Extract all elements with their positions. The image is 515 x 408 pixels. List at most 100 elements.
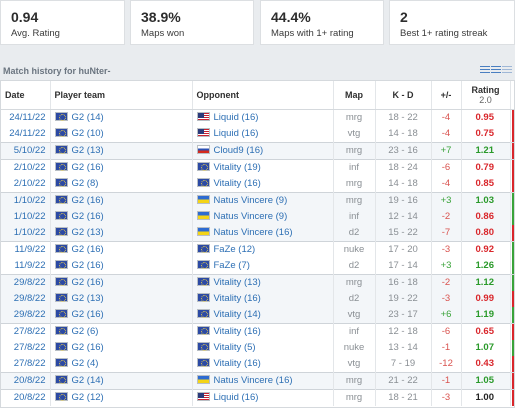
row-date[interactable]: 1/10/22 [1, 224, 51, 242]
table-row[interactable]: 5/10/22 G2 (13) Cloud9 (16) mrg 23 - 16 +7 1.2… [1, 141, 514, 159]
row-opponent[interactable]: Natus Vincere (9) [192, 191, 334, 209]
row-opponent-name[interactable]: Natus Vincere (16) [213, 226, 293, 238]
row-date[interactable]: 29/8/22 [1, 290, 51, 308]
row-opponent[interactable]: Vitality (13) [192, 273, 334, 291]
row-opponent-name[interactable]: Vitality (16) [213, 326, 261, 338]
col-plus-minus[interactable]: +/- [431, 81, 462, 110]
row-date[interactable]: 1/10/22 [1, 208, 51, 225]
table-row[interactable]: 27/8/22 G2 (4) Vitality (16) vtg 7 - 19 -12 0.… [1, 356, 514, 373]
row-team-name[interactable]: G2 (16) [71, 194, 104, 206]
row-date[interactable]: 29/8/22 [1, 273, 51, 291]
row-opponent-name[interactable]: FaZe (12) [213, 243, 256, 255]
row-player-team[interactable]: G2 (13) [50, 141, 193, 159]
row-opponent-name[interactable]: Vitality (16) [213, 177, 261, 189]
table-row[interactable]: 11/9/22 G2 (16) FaZe (7) d2 17 - 14 +3 1.26 [1, 257, 514, 275]
row-team-name[interactable]: G2 (16) [71, 243, 104, 255]
table-row[interactable]: 29/8/22 G2 (16) Vitality (13) mrg 16 - 18 -2 1… [1, 273, 514, 291]
list-view-icon[interactable] [480, 65, 490, 74]
row-date[interactable]: 2/10/22 [1, 158, 51, 176]
row-opponent[interactable]: Natus Vincere (16) [192, 372, 334, 390]
table-row[interactable]: 1/10/22 G2 (16) Natus Vincere (9) mrg 19 - 1… [1, 191, 514, 209]
table-row[interactable]: 27/8/22 G2 (16) Vitality (5) nuke 13 - 14 -1 1… [1, 340, 514, 357]
row-opponent-name[interactable]: Natus Vincere (9) [213, 194, 288, 206]
row-date[interactable]: 1/10/22 [1, 191, 51, 209]
row-date[interactable]: 20/8/22 [1, 372, 51, 390]
table-row[interactable]: 1/10/22 G2 (16) Natus Vincere (9) inf 12 - 1… [1, 208, 514, 225]
row-opponent-name[interactable]: Liquid (16) [213, 111, 259, 123]
row-opponent[interactable]: Cloud9 (16) [192, 141, 334, 159]
row-opponent[interactable]: Vitality (19) [192, 158, 334, 176]
row-opponent-name[interactable]: Liquid (16) [213, 392, 259, 404]
row-opponent[interactable]: Vitality (5) [192, 340, 334, 357]
row-opponent-name[interactable]: Vitality (13) [213, 276, 261, 288]
row-opponent[interactable]: FaZe (12) [192, 240, 334, 258]
row-opponent[interactable]: Vitality (16) [192, 323, 334, 341]
row-opponent-name[interactable]: Vitality (19) [213, 161, 261, 173]
table-row[interactable]: 2/10/22 G2 (8) Vitality (16) mrg 14 - 18 -4 0.… [1, 175, 514, 192]
row-player-team[interactable]: G2 (16) [50, 208, 193, 225]
row-team-name[interactable]: G2 (6) [71, 326, 99, 338]
row-team-name[interactable]: G2 (8) [71, 177, 99, 189]
row-team-name[interactable]: G2 (14) [71, 111, 104, 123]
row-date[interactable]: 11/9/22 [1, 257, 51, 275]
grid-view-icon[interactable] [502, 65, 512, 74]
table-row[interactable]: 11/9/22 G2 (16) FaZe (12) nuke 17 - 20 -3 0.92 [1, 240, 514, 258]
row-player-team[interactable]: G2 (14) [50, 372, 193, 390]
row-opponent-name[interactable]: Natus Vincere (9) [213, 210, 288, 222]
table-row[interactable]: 29/8/22 G2 (16) Vitality (14) vtg 23 - 17 +6 1… [1, 307, 514, 324]
table-row[interactable]: 20/8/22 G2 (12) Liquid (16) mrg 18 - 21 -3 1.0… [1, 389, 514, 407]
col-player-team[interactable]: Player team [50, 81, 193, 110]
row-team-name[interactable]: G2 (16) [71, 342, 104, 354]
row-player-team[interactable]: G2 (16) [50, 257, 193, 275]
col-kd[interactable]: K - D [375, 81, 432, 110]
row-opponent-name[interactable]: Vitality (14) [213, 309, 261, 321]
table-row[interactable]: 1/10/22 G2 (13) Natus Vincere (16) d2 15 - 2… [1, 224, 514, 242]
table-row[interactable]: 20/8/22 G2 (14) Natus Vincere (16) mrg 21 - … [1, 372, 514, 390]
row-opponent[interactable]: Liquid (16) [192, 389, 334, 407]
row-opponent-name[interactable]: Vitality (16) [213, 292, 261, 304]
row-date[interactable]: 20/8/22 [1, 389, 51, 407]
row-opponent[interactable]: Vitality (16) [192, 175, 334, 192]
row-opponent-name[interactable]: Liquid (16) [213, 127, 259, 139]
row-date[interactable]: 27/8/22 [1, 356, 51, 373]
row-player-team[interactable]: G2 (16) [50, 307, 193, 324]
table-row[interactable]: 27/8/22 G2 (6) Vitality (16) inf 12 - 18 -6 0.… [1, 323, 514, 341]
row-team-name[interactable]: G2 (12) [71, 392, 104, 404]
table-row[interactable]: 2/10/22 G2 (16) Vitality (19) inf 18 - 24 -6 0… [1, 158, 514, 176]
row-date[interactable]: 11/9/22 [1, 240, 51, 258]
row-team-name[interactable]: G2 (13) [71, 144, 104, 156]
row-player-team[interactable]: G2 (16) [50, 191, 193, 209]
row-team-name[interactable]: G2 (4) [71, 358, 99, 370]
row-date[interactable]: 5/10/22 [1, 141, 51, 159]
row-opponent[interactable]: Vitality (16) [192, 290, 334, 308]
row-player-team[interactable]: G2 (16) [50, 273, 193, 291]
row-opponent[interactable]: Vitality (14) [192, 307, 334, 324]
row-player-team[interactable]: G2 (14) [50, 109, 193, 126]
row-opponent[interactable]: Liquid (16) [192, 125, 334, 142]
row-player-team[interactable]: G2 (16) [50, 340, 193, 357]
col-rating[interactable]: Rating 2.0 [461, 81, 511, 110]
row-player-team[interactable]: G2 (4) [50, 356, 193, 373]
row-team-name[interactable]: G2 (16) [71, 259, 104, 271]
row-date[interactable]: 27/8/22 [1, 340, 51, 357]
row-player-team[interactable]: G2 (13) [50, 224, 193, 242]
row-opponent-name[interactable]: FaZe (7) [213, 259, 250, 271]
row-player-team[interactable]: G2 (10) [50, 125, 193, 142]
row-team-name[interactable]: G2 (13) [71, 292, 104, 304]
row-date[interactable]: 2/10/22 [1, 175, 51, 192]
row-team-name[interactable]: G2 (16) [71, 309, 104, 321]
table-row[interactable]: 24/11/22 G2 (14) Liquid (16) mrg 18 - 22 -4 0.… [1, 109, 514, 126]
row-opponent-name[interactable]: Cloud9 (16) [213, 144, 264, 156]
row-opponent-name[interactable]: Vitality (5) [213, 342, 256, 354]
row-opponent[interactable]: Natus Vincere (9) [192, 208, 334, 225]
row-opponent-name[interactable]: Vitality (16) [213, 358, 261, 370]
row-player-team[interactable]: G2 (16) [50, 240, 193, 258]
row-player-team[interactable]: G2 (6) [50, 323, 193, 341]
row-player-team[interactable]: G2 (13) [50, 290, 193, 308]
row-player-team[interactable]: G2 (16) [50, 158, 193, 176]
row-team-name[interactable]: G2 (16) [71, 210, 104, 222]
row-team-name[interactable]: G2 (16) [71, 161, 104, 173]
row-team-name[interactable]: G2 (10) [71, 127, 104, 139]
row-team-name[interactable]: G2 (16) [71, 276, 104, 288]
row-opponent[interactable]: Natus Vincere (16) [192, 224, 334, 242]
